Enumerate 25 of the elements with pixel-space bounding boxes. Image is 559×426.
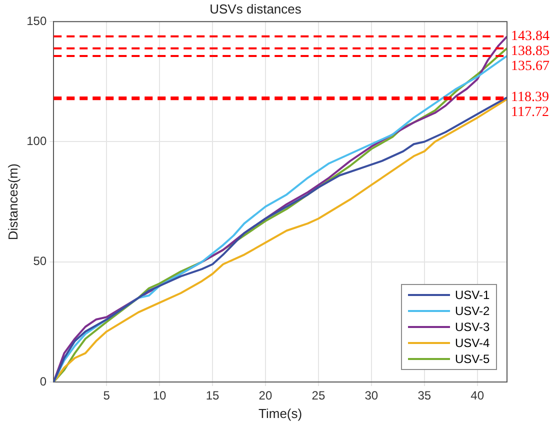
y-tick-label: 0 (40, 374, 47, 388)
legend-label: USV-2 (455, 304, 490, 318)
ref-line-label: 118.39 (511, 90, 549, 106)
ref-line-label: 135.67 (511, 59, 550, 74)
ref-line-label: 117.72 (511, 105, 549, 120)
x-tick-label: 15 (206, 388, 220, 403)
x-tick-label: 30 (364, 388, 378, 403)
legend-label: USV-5 (455, 352, 490, 366)
x-tick-label: 5 (103, 388, 110, 403)
y-tick-label: 100 (26, 134, 47, 148)
x-tick-label: 10 (152, 388, 167, 403)
ref-line-label: 138.85 (511, 44, 550, 60)
ref-line-label: 143.84 (511, 29, 550, 44)
y-tick-label: 50 (33, 254, 47, 268)
chart-title: USVs distances (210, 1, 302, 16)
y-tick-label: 150 (26, 14, 47, 28)
x-tick-label: 20 (258, 388, 272, 403)
legend-label: USV-3 (455, 320, 490, 334)
legend-label: USV-1 (455, 288, 490, 302)
x-tick-label: 25 (312, 388, 326, 403)
y-axis-title: Distances(m) (5, 164, 20, 240)
x-tick-label: 35 (418, 388, 432, 403)
legend-label: USV-4 (455, 336, 490, 350)
x-tick-label: 40 (470, 388, 484, 403)
x-axis-title: Time(s) (258, 406, 302, 421)
